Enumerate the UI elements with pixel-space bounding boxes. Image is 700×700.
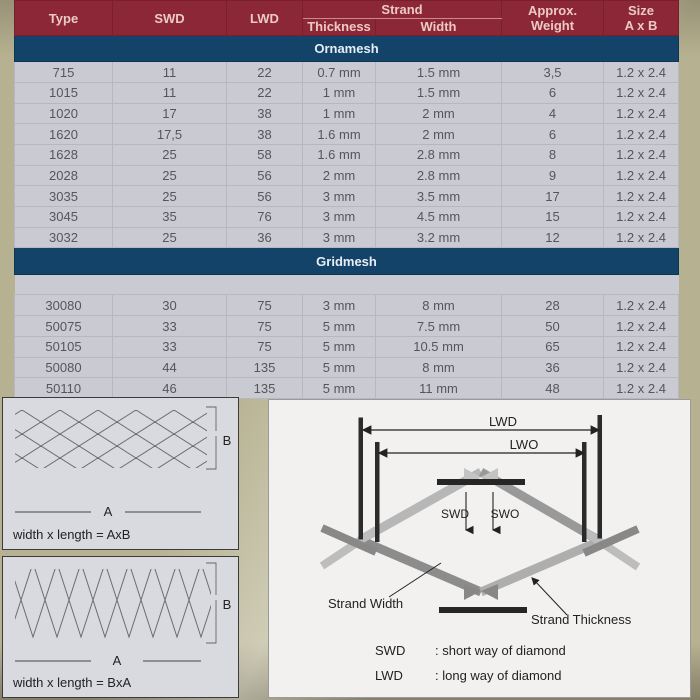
svg-text:: long way of diamond: : long way of diamond xyxy=(435,668,561,683)
svg-text:SWO: SWO xyxy=(491,507,520,521)
svg-text:: short way of diamond: : short way of diamond xyxy=(435,643,566,658)
svg-text:B: B xyxy=(223,433,232,448)
svg-text:B: B xyxy=(223,597,232,612)
svg-text:Strand Width: Strand Width xyxy=(328,596,403,611)
svg-text:width x length = AxB: width x length = AxB xyxy=(12,527,130,542)
svg-text:width x length = BxA: width x length = BxA xyxy=(12,675,131,690)
svg-text:A: A xyxy=(113,653,122,668)
svg-text:SWD: SWD xyxy=(375,643,405,658)
svg-text:LWD: LWD xyxy=(375,668,403,683)
svg-text:A: A xyxy=(104,504,113,519)
svg-text:SWD: SWD xyxy=(441,507,469,521)
svg-text:LWO: LWO xyxy=(510,437,539,452)
svg-text:Strand Thickness: Strand Thickness xyxy=(531,612,632,627)
svg-text:LWD: LWD xyxy=(489,414,517,429)
